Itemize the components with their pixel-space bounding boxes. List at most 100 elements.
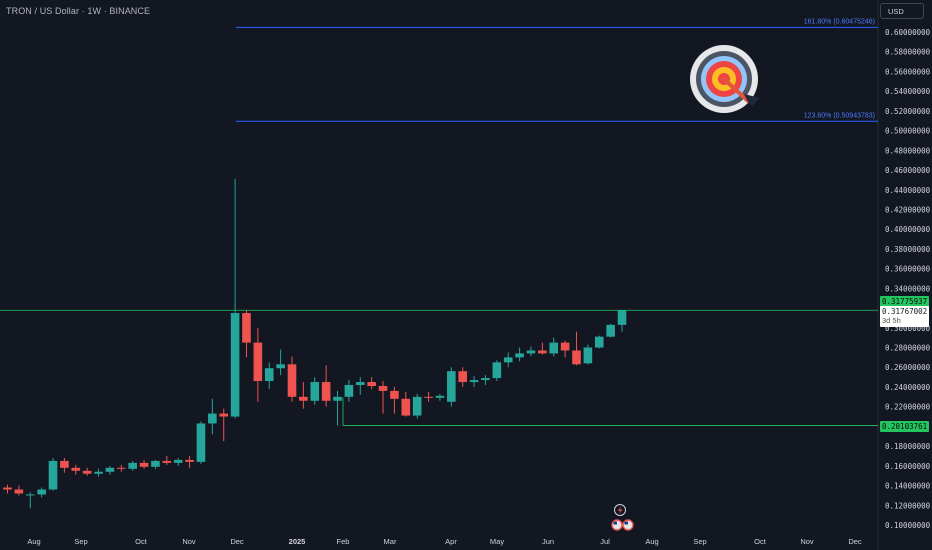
candle-body xyxy=(481,378,490,381)
x-tick-label: Aug xyxy=(27,537,40,546)
candle-body xyxy=(503,357,513,363)
candle-body xyxy=(572,350,581,365)
y-tick-label: 0.44000000 xyxy=(885,186,931,195)
candle-body xyxy=(71,467,81,471)
x-tick-label: Sep xyxy=(693,537,706,546)
candle-body xyxy=(299,396,308,401)
y-tick-label: 0.52000000 xyxy=(885,107,931,116)
candle-body xyxy=(151,460,160,467)
candle-body xyxy=(276,364,285,369)
candle-body xyxy=(264,368,274,382)
candle-body xyxy=(162,460,172,463)
candle-body xyxy=(139,462,149,467)
y-tick-label: 0.12000000 xyxy=(885,501,931,510)
y-tick-label: 0.38000000 xyxy=(885,245,931,254)
candle-body xyxy=(105,467,115,472)
y-tick-label: 0.34000000 xyxy=(885,284,931,293)
candle-body xyxy=(515,353,524,358)
candle-body xyxy=(128,462,137,469)
y-tick-label: 0.30000000 xyxy=(885,324,931,333)
candle-body xyxy=(390,390,399,399)
candle-body xyxy=(60,460,69,468)
candle-body xyxy=(412,396,422,416)
candle-body xyxy=(378,385,388,391)
candle-body xyxy=(287,364,297,397)
y-tick-label: 0.48000000 xyxy=(885,146,931,155)
candle-body xyxy=(333,396,342,401)
candle-body xyxy=(82,470,92,474)
level-price-tag: 0.31775937 xyxy=(880,296,930,307)
candle-body xyxy=(458,371,467,383)
candle-body xyxy=(117,467,126,469)
y-tick-label: 0.40000000 xyxy=(885,225,931,234)
event-icons[interactable] xyxy=(611,504,634,531)
y-tick-label: 0.46000000 xyxy=(885,166,931,175)
candles xyxy=(3,178,627,509)
currency-button[interactable]: USD xyxy=(880,3,924,19)
candle-body xyxy=(242,313,251,343)
candle-body xyxy=(424,396,433,398)
target-bullseye-icon xyxy=(690,45,760,113)
candle-body xyxy=(185,459,194,462)
y-tick-label: 0.16000000 xyxy=(885,462,931,471)
y-tick-label: 0.50000000 xyxy=(885,127,931,136)
candle-body xyxy=(469,380,479,383)
candle-body xyxy=(538,350,547,354)
x-tick-label: Jun xyxy=(542,537,554,546)
candle-body xyxy=(367,382,376,386)
candle-body xyxy=(173,459,183,463)
candle-body xyxy=(230,313,240,417)
candle-body xyxy=(25,494,35,496)
x-tick-label: Dec xyxy=(848,537,862,546)
candle-body xyxy=(321,382,331,401)
candle-body xyxy=(401,398,411,416)
y-tick-label: 0.18000000 xyxy=(885,442,931,451)
x-tick-label: Mar xyxy=(384,537,397,546)
y-tick-label: 0.28000000 xyxy=(885,344,931,353)
fib-level-label: 161.80% (0.60475246) xyxy=(804,18,875,25)
candle-body xyxy=(549,342,559,354)
candle-body xyxy=(208,413,217,424)
us-flag-icon-canton xyxy=(624,521,628,525)
x-tick-label: Apr xyxy=(445,537,457,546)
candle-body xyxy=(37,489,46,495)
candle-body xyxy=(3,487,12,490)
current-price-tag: 0.31767002 3d 5h xyxy=(880,306,930,327)
candle-body xyxy=(617,310,627,325)
time-axis[interactable]: Aug Sep Oct Nov Dec 2025 Feb Mar Apr May Jun Jul Aug… xyxy=(27,537,862,546)
countdown: 3d 5h xyxy=(882,316,901,325)
x-tick-label: Nov xyxy=(800,537,814,546)
y-tick-label: 0.26000000 xyxy=(885,363,931,372)
candle-body xyxy=(560,342,570,351)
y-tick-label: 0.10000000 xyxy=(885,521,931,530)
x-tick-label: Oct xyxy=(754,537,767,546)
candle-body xyxy=(435,395,445,398)
y-tick-label: 0.14000000 xyxy=(885,482,931,491)
candle-body xyxy=(219,413,229,417)
candle-body xyxy=(94,471,103,474)
candle-body xyxy=(344,384,354,397)
price-axis[interactable]: 0.60000000 0.58000000 0.56000000 0.54000000… xyxy=(885,28,931,530)
candle-body xyxy=(48,460,58,490)
x-tick-label: Oct xyxy=(135,537,148,546)
candle-body xyxy=(14,489,24,494)
x-tick-label: Sep xyxy=(74,537,87,546)
candle-body xyxy=(355,382,365,385)
current-price: 0.31767002 xyxy=(882,307,928,316)
candle-body xyxy=(253,342,263,382)
candle-body xyxy=(594,336,604,348)
candle-body xyxy=(526,350,536,354)
fib-level-label: 123.60% (0.50943783) xyxy=(804,112,875,119)
us-flag-icon-canton xyxy=(613,521,617,525)
x-tick-label: Aug xyxy=(645,537,658,546)
x-tick-label: Jul xyxy=(600,537,610,546)
candle-body xyxy=(492,362,502,379)
x-tick-label: Dec xyxy=(230,537,244,546)
support-price-tag: 0.20103761 xyxy=(880,421,930,432)
y-tick-label: 0.36000000 xyxy=(885,265,931,274)
y-tick-label: 0.56000000 xyxy=(885,67,931,76)
flash-icon-bolt xyxy=(618,506,623,515)
candle-body xyxy=(310,382,320,401)
candle-body xyxy=(583,347,593,364)
